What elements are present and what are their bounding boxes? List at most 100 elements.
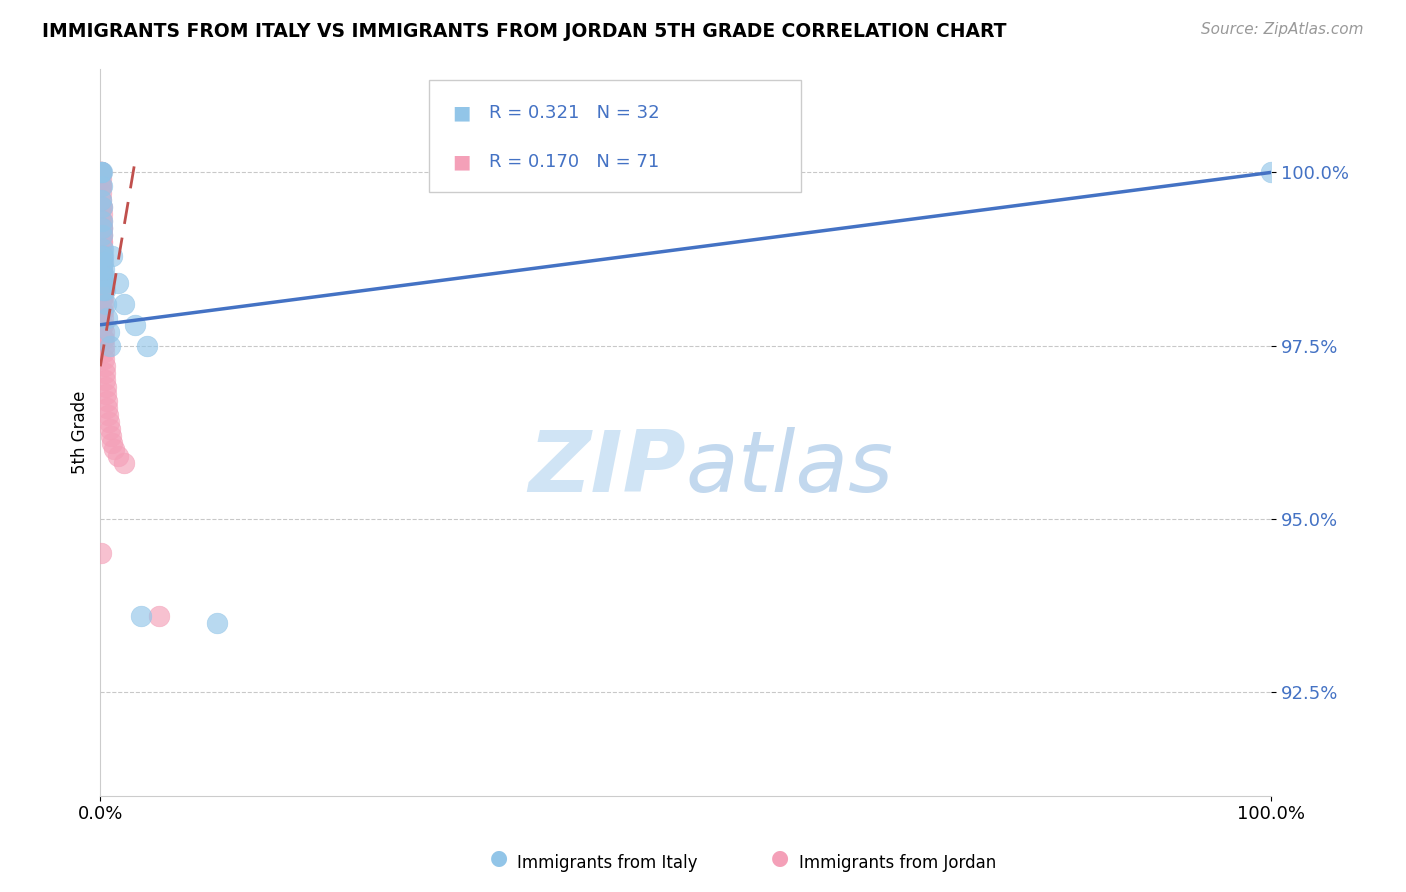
Text: ■: ■ — [453, 103, 471, 123]
Point — [100, 428, 122, 442]
Point — [90, 165, 112, 179]
Point — [91, 310, 114, 325]
Point — [124, 318, 146, 332]
Text: Immigrants from Jordan: Immigrants from Jordan — [799, 855, 995, 872]
Point — [91, 283, 114, 297]
Point — [91, 297, 114, 311]
Point — [96, 297, 118, 311]
Point — [91, 242, 114, 256]
Point — [103, 442, 125, 457]
Point — [90, 214, 112, 228]
Text: R = 0.321   N = 32: R = 0.321 N = 32 — [489, 104, 659, 122]
Point — [91, 269, 114, 284]
Point — [90, 235, 112, 249]
Point — [96, 401, 118, 415]
Point — [96, 394, 118, 409]
Point — [93, 352, 115, 367]
Point — [90, 227, 112, 242]
Point — [91, 262, 114, 277]
Point — [94, 366, 117, 380]
Point — [97, 408, 120, 422]
Point — [91, 332, 114, 346]
Point — [91, 318, 114, 332]
Point — [90, 165, 112, 179]
Text: IMMIGRANTS FROM ITALY VS IMMIGRANTS FROM JORDAN 5TH GRADE CORRELATION CHART: IMMIGRANTS FROM ITALY VS IMMIGRANTS FROM… — [42, 22, 1007, 41]
Point — [91, 290, 114, 304]
Point — [91, 269, 114, 284]
Point — [91, 283, 114, 297]
Point — [93, 262, 115, 277]
Point — [90, 248, 112, 262]
Point — [90, 242, 112, 256]
Point — [97, 325, 120, 339]
Point — [90, 172, 112, 186]
Point — [93, 332, 115, 346]
Point — [90, 235, 112, 249]
Point — [94, 359, 117, 374]
Text: ■: ■ — [453, 153, 471, 172]
Point — [90, 220, 112, 235]
Point — [91, 227, 114, 242]
Point — [93, 338, 115, 352]
Point — [91, 304, 114, 318]
Point — [112, 297, 135, 311]
Point — [96, 310, 118, 325]
Point — [136, 338, 159, 352]
Point — [98, 422, 121, 436]
Point — [90, 248, 112, 262]
Point — [93, 325, 115, 339]
Point — [91, 255, 114, 269]
Point — [91, 255, 114, 269]
Point — [91, 283, 114, 297]
Point — [98, 338, 121, 352]
Point — [112, 456, 135, 470]
Text: Source: ZipAtlas.com: Source: ZipAtlas.com — [1201, 22, 1364, 37]
Point — [90, 546, 112, 560]
Point — [93, 269, 115, 284]
Text: R = 0.170   N = 71: R = 0.170 N = 71 — [489, 153, 659, 171]
Point — [97, 415, 120, 429]
Text: Immigrants from Italy: Immigrants from Italy — [517, 855, 697, 872]
Point — [94, 283, 117, 297]
Point — [91, 248, 114, 262]
Point — [91, 318, 114, 332]
Point — [207, 615, 229, 630]
Point — [90, 207, 112, 221]
Point — [91, 277, 114, 291]
Point — [90, 193, 112, 207]
Point — [90, 262, 112, 277]
Point — [91, 248, 114, 262]
Point — [90, 179, 112, 194]
Text: atlas: atlas — [686, 427, 894, 510]
Point — [93, 345, 115, 359]
Point — [90, 220, 112, 235]
Point — [90, 165, 112, 179]
Point — [90, 269, 112, 284]
Point — [90, 255, 112, 269]
Point — [91, 269, 114, 284]
Point — [91, 214, 114, 228]
Point — [91, 200, 114, 214]
Point — [96, 387, 118, 401]
Point — [91, 242, 114, 256]
Point — [90, 277, 112, 291]
Point — [91, 269, 114, 284]
Point — [90, 290, 112, 304]
Point — [101, 435, 124, 450]
Point — [94, 380, 117, 394]
Point — [91, 262, 114, 277]
Point — [90, 255, 112, 269]
Point — [131, 608, 153, 623]
Point — [90, 220, 112, 235]
Point — [90, 186, 112, 201]
Point — [90, 200, 112, 214]
Point — [90, 200, 112, 214]
Point — [90, 179, 112, 194]
Point — [90, 165, 112, 179]
Point — [90, 214, 112, 228]
Y-axis label: 5th Grade: 5th Grade — [72, 391, 89, 474]
Point — [90, 165, 112, 179]
Point — [91, 304, 114, 318]
Point — [94, 373, 117, 387]
Point — [90, 235, 112, 249]
